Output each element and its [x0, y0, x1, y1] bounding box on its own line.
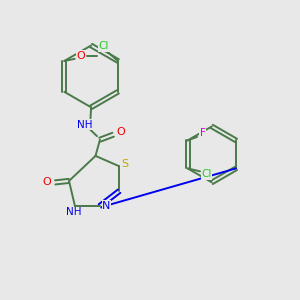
- Text: N: N: [102, 201, 111, 211]
- Text: NH: NH: [66, 207, 81, 218]
- Text: O: O: [43, 177, 51, 188]
- Text: NH: NH: [76, 120, 92, 130]
- Text: O: O: [116, 127, 125, 137]
- Text: S: S: [122, 159, 128, 169]
- Text: Cl: Cl: [201, 169, 212, 179]
- Text: F: F: [200, 128, 206, 138]
- Text: Cl: Cl: [99, 41, 109, 51]
- Text: O: O: [77, 51, 85, 61]
